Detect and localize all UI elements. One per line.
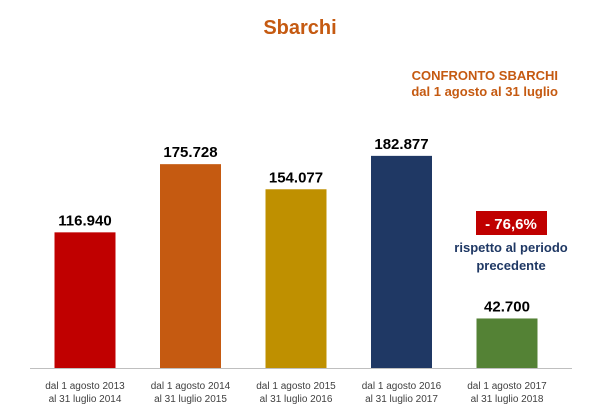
bars-group xyxy=(54,155,538,368)
bar-4 xyxy=(371,155,432,368)
x-tick-label-4-line-2: al 31 luglio 2017 xyxy=(365,394,438,405)
x-tick-label-5-line-1: dal 1 agosto 2017 xyxy=(467,381,547,392)
value-label-2: 175.728 xyxy=(163,144,217,161)
annotation-line-2: precedente xyxy=(476,258,545,273)
annotation-badge-background xyxy=(476,211,547,235)
value-labels-group: 116.940 175.728 154.077 182.877 42.700 xyxy=(58,136,530,316)
x-tick-label-2-line-1: dal 1 agosto 2014 xyxy=(151,381,231,392)
x-tick-label-3-line-1: dal 1 agosto 2015 xyxy=(256,381,336,392)
bar-5 xyxy=(476,318,538,368)
bar-2 xyxy=(160,164,221,368)
x-tick-label-5-line-2: al 31 luglio 2018 xyxy=(471,394,544,405)
bar-1 xyxy=(54,232,116,368)
value-label-1: 116.940 xyxy=(58,212,111,229)
x-tick-label-4-line-1: dal 1 agosto 2016 xyxy=(362,381,442,392)
x-tick-label-3-line-2: al 31 luglio 2016 xyxy=(260,394,333,405)
value-label-3: 154.077 xyxy=(269,169,323,186)
annotation: - 76,6% rispetto al periodo precedente xyxy=(454,211,568,273)
bar-3 xyxy=(265,189,327,368)
chart-title: Sbarchi xyxy=(263,17,336,39)
x-tick-label-1-line-1: dal 1 agosto 2013 xyxy=(45,381,125,392)
chart-subtitle-line-1: CONFRONTO SBARCHI xyxy=(412,68,558,83)
annotation-badge: - 76,6% xyxy=(485,216,537,233)
value-label-4: 182.877 xyxy=(374,136,428,153)
x-tick-labels-group: dal 1 agosto 2013 al 31 luglio 2014 dal 1 … xyxy=(45,381,547,405)
annotation-line-1: rispetto al periodo xyxy=(454,240,567,255)
x-tick-label-1-line-2: al 31 luglio 2014 xyxy=(49,394,122,405)
chart-subtitle-line-2: dal 1 agosto al 31 luglio xyxy=(411,84,558,99)
x-tick-label-2-line-2: al 31 luglio 2015 xyxy=(154,394,227,405)
value-label-5: 42.700 xyxy=(484,298,530,315)
